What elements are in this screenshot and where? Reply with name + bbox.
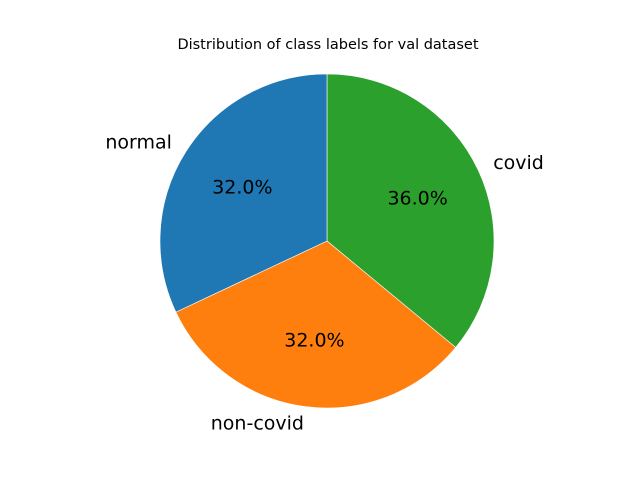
- slice-percent-normal: 32.0%: [212, 176, 272, 198]
- slice-label-normal: normal: [105, 132, 172, 154]
- slice-percent-non-covid: 32.0%: [284, 329, 344, 351]
- pie-labels: covid 36.0% non-covid 32.0% normal 32.0%: [105, 132, 544, 435]
- chart-title: Distribution of class labels for val dat…: [177, 37, 478, 53]
- pie-slices: [159, 73, 495, 409]
- slice-label-covid: covid: [493, 152, 544, 174]
- pie-slice-covid: [326, 73, 495, 348]
- slice-percent-covid: 36.0%: [387, 187, 447, 209]
- pie-slice-normal: [159, 73, 328, 313]
- slice-label-non-covid: non-covid: [211, 412, 304, 434]
- pie-slice-non-covid: [175, 240, 457, 409]
